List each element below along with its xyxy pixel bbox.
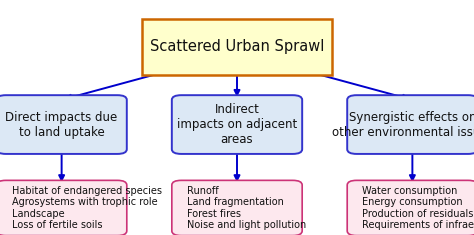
Text: Habitat of endangered species
Agrosystems with trophic role
Landscape
Loss of fe: Habitat of endangered species Agrosystem… [12, 186, 162, 230]
Text: Water consumption
Energy consumption
Production of residuals
Requirements of inf: Water consumption Energy consumption Pro… [362, 186, 474, 230]
Text: Runoff
Land fragmentation
Forest fires
Noise and light pollution: Runoff Land fragmentation Forest fires N… [187, 186, 306, 230]
FancyBboxPatch shape [172, 180, 302, 235]
FancyBboxPatch shape [172, 95, 302, 154]
FancyBboxPatch shape [0, 95, 127, 154]
FancyBboxPatch shape [347, 95, 474, 154]
Text: Direct impacts due
to land uptake: Direct impacts due to land uptake [6, 110, 118, 139]
FancyBboxPatch shape [347, 180, 474, 235]
Text: Indirect
impacts on adjacent
areas: Indirect impacts on adjacent areas [177, 103, 297, 146]
FancyBboxPatch shape [142, 19, 332, 75]
Text: Scattered Urban Sprawl: Scattered Urban Sprawl [150, 39, 324, 55]
Text: Synergistic effects on
other environmental issues: Synergistic effects on other environment… [331, 110, 474, 139]
FancyBboxPatch shape [0, 180, 127, 235]
